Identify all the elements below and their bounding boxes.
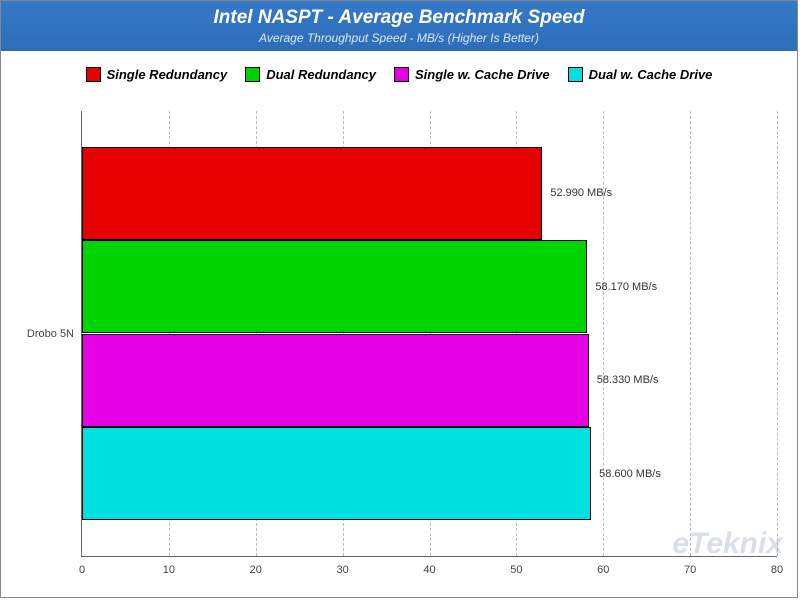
x-tick-label: 60 bbox=[597, 564, 609, 576]
x-tick-label: 70 bbox=[684, 564, 696, 576]
bar bbox=[82, 240, 587, 333]
x-tick-label: 30 bbox=[337, 564, 349, 576]
grid-line bbox=[777, 111, 778, 556]
legend-swatch bbox=[394, 67, 409, 82]
bar bbox=[82, 147, 542, 240]
x-tick-label: 50 bbox=[510, 564, 522, 576]
chart-container: Intel NASPT - Average Benchmark Speed Av… bbox=[0, 0, 798, 598]
x-tick-label: 80 bbox=[771, 564, 783, 576]
bar-value-label: 58.330 MB/s bbox=[597, 374, 659, 386]
legend-swatch bbox=[568, 67, 583, 82]
grid-line bbox=[603, 111, 604, 556]
bar-value-label: 52.990 MB/s bbox=[550, 187, 612, 199]
legend-item: Single Redundancy bbox=[86, 67, 228, 82]
chart-title: Intel NASPT - Average Benchmark Speed bbox=[1, 7, 797, 29]
chart-subtitle: Average Throughput Speed - MB/s (Higher … bbox=[1, 31, 797, 45]
legend-item: Dual w. Cache Drive bbox=[568, 67, 713, 82]
x-tick-label: 10 bbox=[163, 564, 175, 576]
bar-value-label: 58.600 MB/s bbox=[599, 468, 661, 480]
legend-label: Single Redundancy bbox=[107, 67, 228, 82]
legend-label: Dual Redundancy bbox=[266, 67, 376, 82]
legend-label: Dual w. Cache Drive bbox=[589, 67, 713, 82]
plot-wrap: 01020304050607080Drobo 5N52.990 MB/s58.1… bbox=[81, 111, 777, 557]
bar-value-label: 58.170 MB/s bbox=[595, 281, 657, 293]
chart-header: Intel NASPT - Average Benchmark Speed Av… bbox=[1, 1, 797, 51]
bar bbox=[82, 427, 591, 520]
grid-line bbox=[690, 111, 691, 556]
x-tick-label: 0 bbox=[79, 564, 85, 576]
legend-swatch bbox=[245, 67, 260, 82]
legend-label: Single w. Cache Drive bbox=[415, 67, 550, 82]
chart-legend: Single Redundancy Dual Redundancy Single… bbox=[1, 51, 797, 90]
y-category-label: Drobo 5N bbox=[10, 328, 74, 340]
legend-swatch bbox=[86, 67, 101, 82]
x-tick-label: 20 bbox=[250, 564, 262, 576]
legend-item: Dual Redundancy bbox=[245, 67, 376, 82]
bar bbox=[82, 334, 589, 427]
legend-item: Single w. Cache Drive bbox=[394, 67, 550, 82]
x-tick-label: 40 bbox=[423, 564, 435, 576]
plot-area: 01020304050607080Drobo 5N52.990 MB/s58.1… bbox=[81, 111, 777, 557]
